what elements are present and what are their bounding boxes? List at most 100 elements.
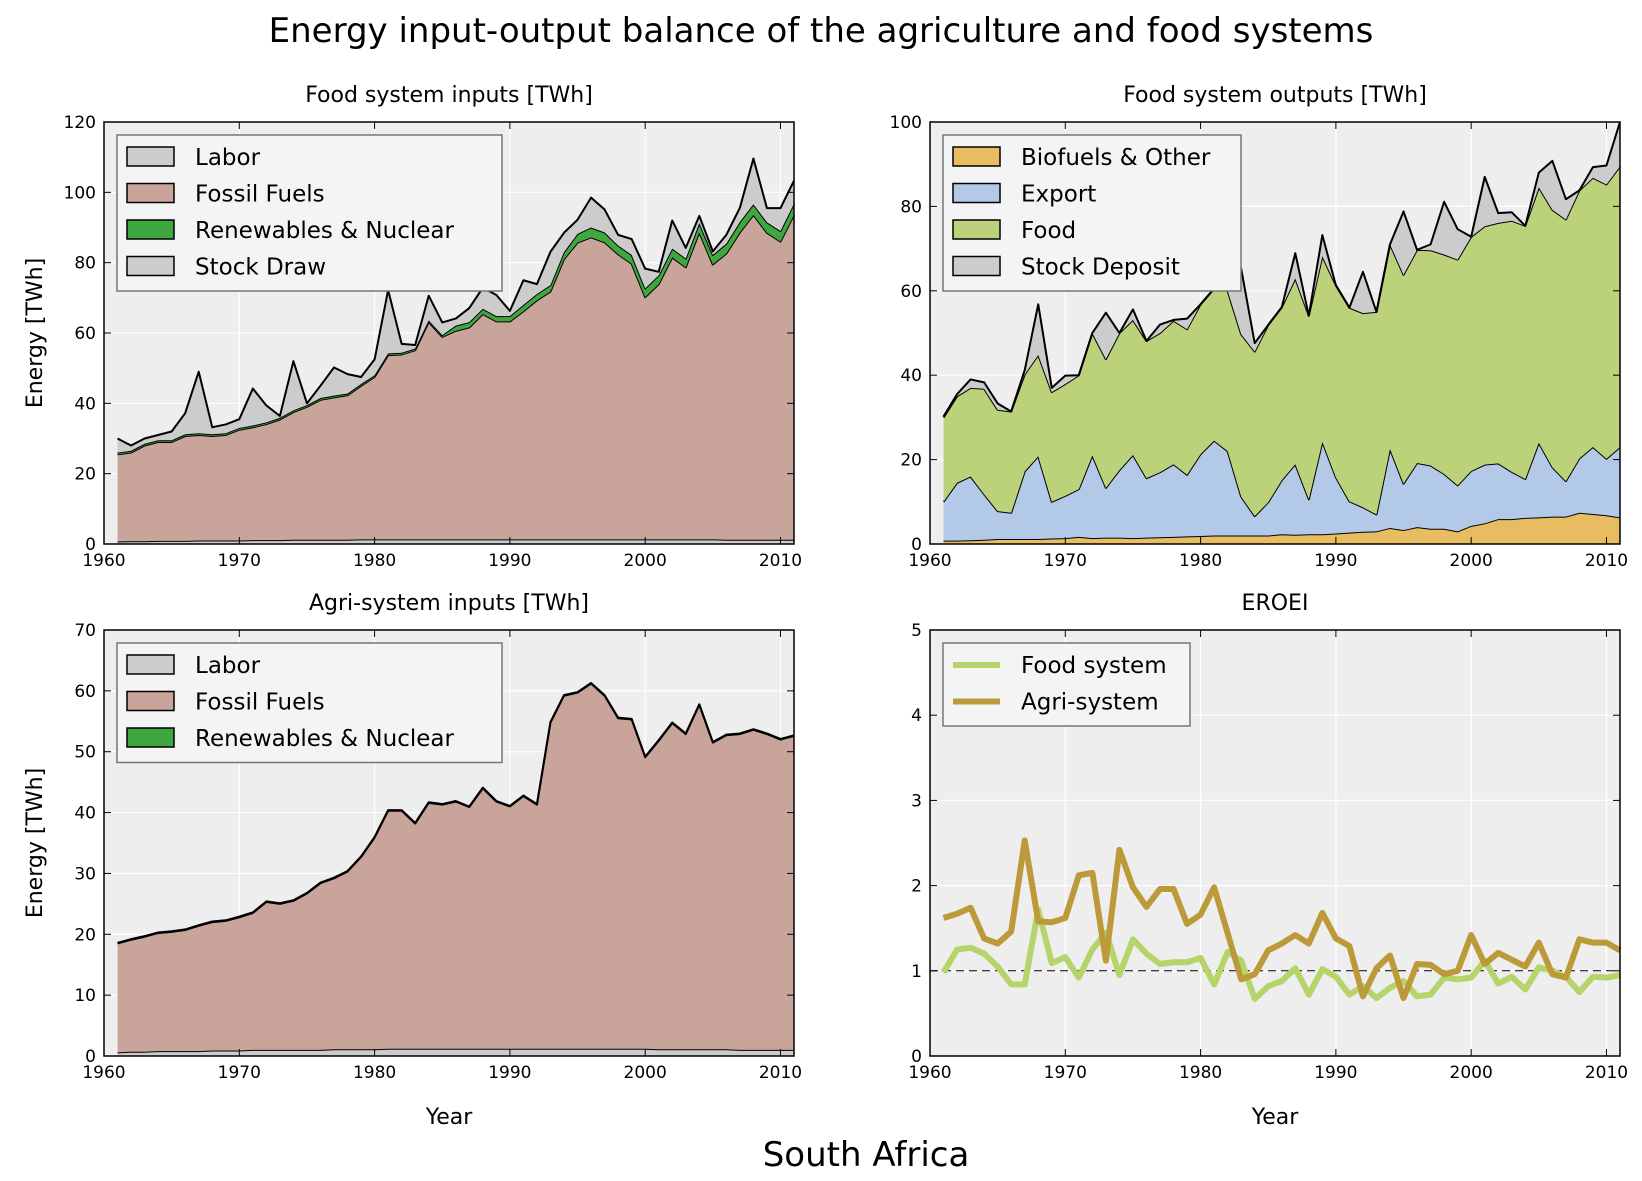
legend-swatch — [126, 654, 175, 675]
x-tick-label: 1970 — [218, 1063, 261, 1083]
legend-label: Stock Deposit — [1021, 255, 1180, 281]
x-tick-label: 1960 — [908, 551, 951, 571]
legend-label: Renewables & Nuclear — [195, 218, 454, 244]
line-eroei_food — [940, 906, 1621, 1002]
x-axis-label: Year — [425, 1105, 474, 1130]
y-tick-label: 120 — [64, 113, 96, 133]
y-tick-label: 3 — [911, 791, 922, 811]
legend-label: Agri-system — [1021, 690, 1159, 716]
area-edge-renewables — [117, 681, 795, 944]
legend-swatch — [126, 146, 175, 167]
x-tick-label: 1960 — [908, 1063, 951, 1083]
y-tick-label: 80 — [900, 197, 922, 217]
legend-label: Export — [1021, 182, 1096, 208]
x-tick-label: 1990 — [1314, 1063, 1357, 1083]
legend-swatch — [952, 146, 1001, 167]
legend-label: Renewables & Nuclear — [195, 726, 454, 752]
y-tick-label: 60 — [900, 282, 922, 302]
legend-label: Fossil Fuels — [195, 690, 325, 716]
y-tick-label: 50 — [74, 743, 96, 763]
legend-item-renewables: Renewables & Nuclear — [126, 726, 454, 752]
x-tick-label: 2000 — [1450, 551, 1493, 571]
figure-title: Energy input-output balance of the agric… — [269, 11, 1374, 51]
legend-swatch — [126, 219, 175, 240]
panel-food_outputs: 1960 1970 1980 1990 2000 2010 0 20 40 60 80 100 Food… — [890, 83, 1629, 571]
y-tick-label: 60 — [74, 682, 96, 702]
panel-title: EROEI — [1242, 591, 1309, 616]
x-tick-label: 1980 — [353, 551, 396, 571]
area-renewables — [117, 203, 794, 455]
y-tick-label: 40 — [74, 804, 96, 824]
y-tick-label: 10 — [74, 986, 96, 1006]
legend-box — [116, 642, 503, 764]
y-tick-label: 70 — [74, 621, 96, 641]
legend-label: Food — [1021, 218, 1076, 244]
legend-box — [942, 642, 1191, 727]
panel-agri_inputs: 1960 1970 1980 1990 2000 2010 0 10 20 30 40 50 60 70 A… — [23, 591, 802, 1130]
x-tick-label: 2000 — [1450, 1063, 1493, 1083]
legend-label: Biofuels & Other — [1021, 145, 1211, 171]
x-tick-label: 1970 — [1044, 551, 1087, 571]
x-tick-label: 2010 — [759, 551, 802, 571]
area-fossil — [117, 683, 794, 1053]
x-tick-label: 2010 — [759, 1063, 802, 1083]
x-axis-label: Year — [1251, 1105, 1300, 1130]
legend: Biofuels & Other Export Food Stock Deposit — [942, 134, 1242, 292]
legend-item-eroei_agri: Agri-system — [953, 690, 1159, 716]
legend-swatch — [126, 727, 175, 748]
y-tick-label: 1 — [911, 962, 922, 982]
panel-title: Food system outputs [TWh] — [1123, 83, 1427, 108]
legend-swatch — [952, 182, 1001, 204]
x-tick-label: 1990 — [488, 551, 531, 571]
x-tick-label: 1990 — [1314, 551, 1357, 571]
x-tick-label: 2000 — [624, 551, 667, 571]
x-tick-label: 2010 — [1585, 1063, 1628, 1083]
y-tick-label: 20 — [74, 925, 96, 945]
legend-label: Food system — [1021, 653, 1167, 679]
legend-swatch — [126, 690, 175, 712]
x-tick-label: 1990 — [488, 1063, 531, 1083]
y-tick-label: 4 — [911, 706, 922, 726]
y-axis-label: Energy [TWh] — [23, 258, 48, 408]
y-tick-label: 0 — [911, 535, 922, 555]
y-axis-label: Energy [TWh] — [23, 768, 48, 918]
legend-box — [116, 134, 503, 292]
y-tick-label: 30 — [74, 864, 96, 884]
legend-item-labor: Labor — [126, 145, 261, 171]
area-fossil — [117, 214, 794, 542]
legend-label: Fossil Fuels — [195, 182, 325, 208]
legend-label: Labor — [195, 653, 261, 679]
legend-item-stock: Stock Draw — [126, 255, 326, 281]
y-tick-label: 20 — [900, 451, 922, 471]
y-tick-label: 80 — [74, 254, 96, 274]
legend-label: Labor — [195, 145, 261, 171]
legend: Labor Fossil Fuels Renewables & Nuclear Sto… — [116, 134, 503, 292]
legend-item-renewables: Renewables & Nuclear — [126, 218, 454, 244]
legend-swatch — [952, 219, 1001, 240]
legend-swatch — [952, 255, 1001, 277]
y-tick-label: 100 — [890, 113, 922, 133]
area-food — [943, 166, 1620, 517]
y-tick-label: 0 — [911, 1047, 922, 1067]
plot-frame — [929, 121, 1621, 545]
y-tick-label: 2 — [911, 877, 922, 897]
area-edge-stock_deposit — [942, 121, 1621, 418]
y-tick-label: 100 — [64, 183, 96, 203]
legend: Labor Fossil Fuels Renewables & Nuclear — [116, 642, 503, 764]
legend-swatch — [126, 182, 175, 204]
legend-item-food: Food — [952, 218, 1076, 244]
area-stock — [117, 158, 794, 453]
area-biofuels — [943, 512, 1620, 544]
line-eroei_agri — [942, 837, 1622, 1002]
x-tick-label: 2010 — [1585, 551, 1628, 571]
y-tick-label: 60 — [74, 324, 96, 344]
x-tick-label: 1970 — [218, 551, 261, 571]
legend-item-labor: Labor — [126, 653, 261, 679]
y-tick-label: 40 — [900, 366, 922, 386]
area-export — [943, 440, 1620, 541]
x-tick-label: 1970 — [1044, 1063, 1087, 1083]
legend-item-fossil: Fossil Fuels — [126, 182, 325, 208]
x-tick-label: 1980 — [353, 1063, 396, 1083]
y-tick-label: 20 — [74, 465, 96, 485]
